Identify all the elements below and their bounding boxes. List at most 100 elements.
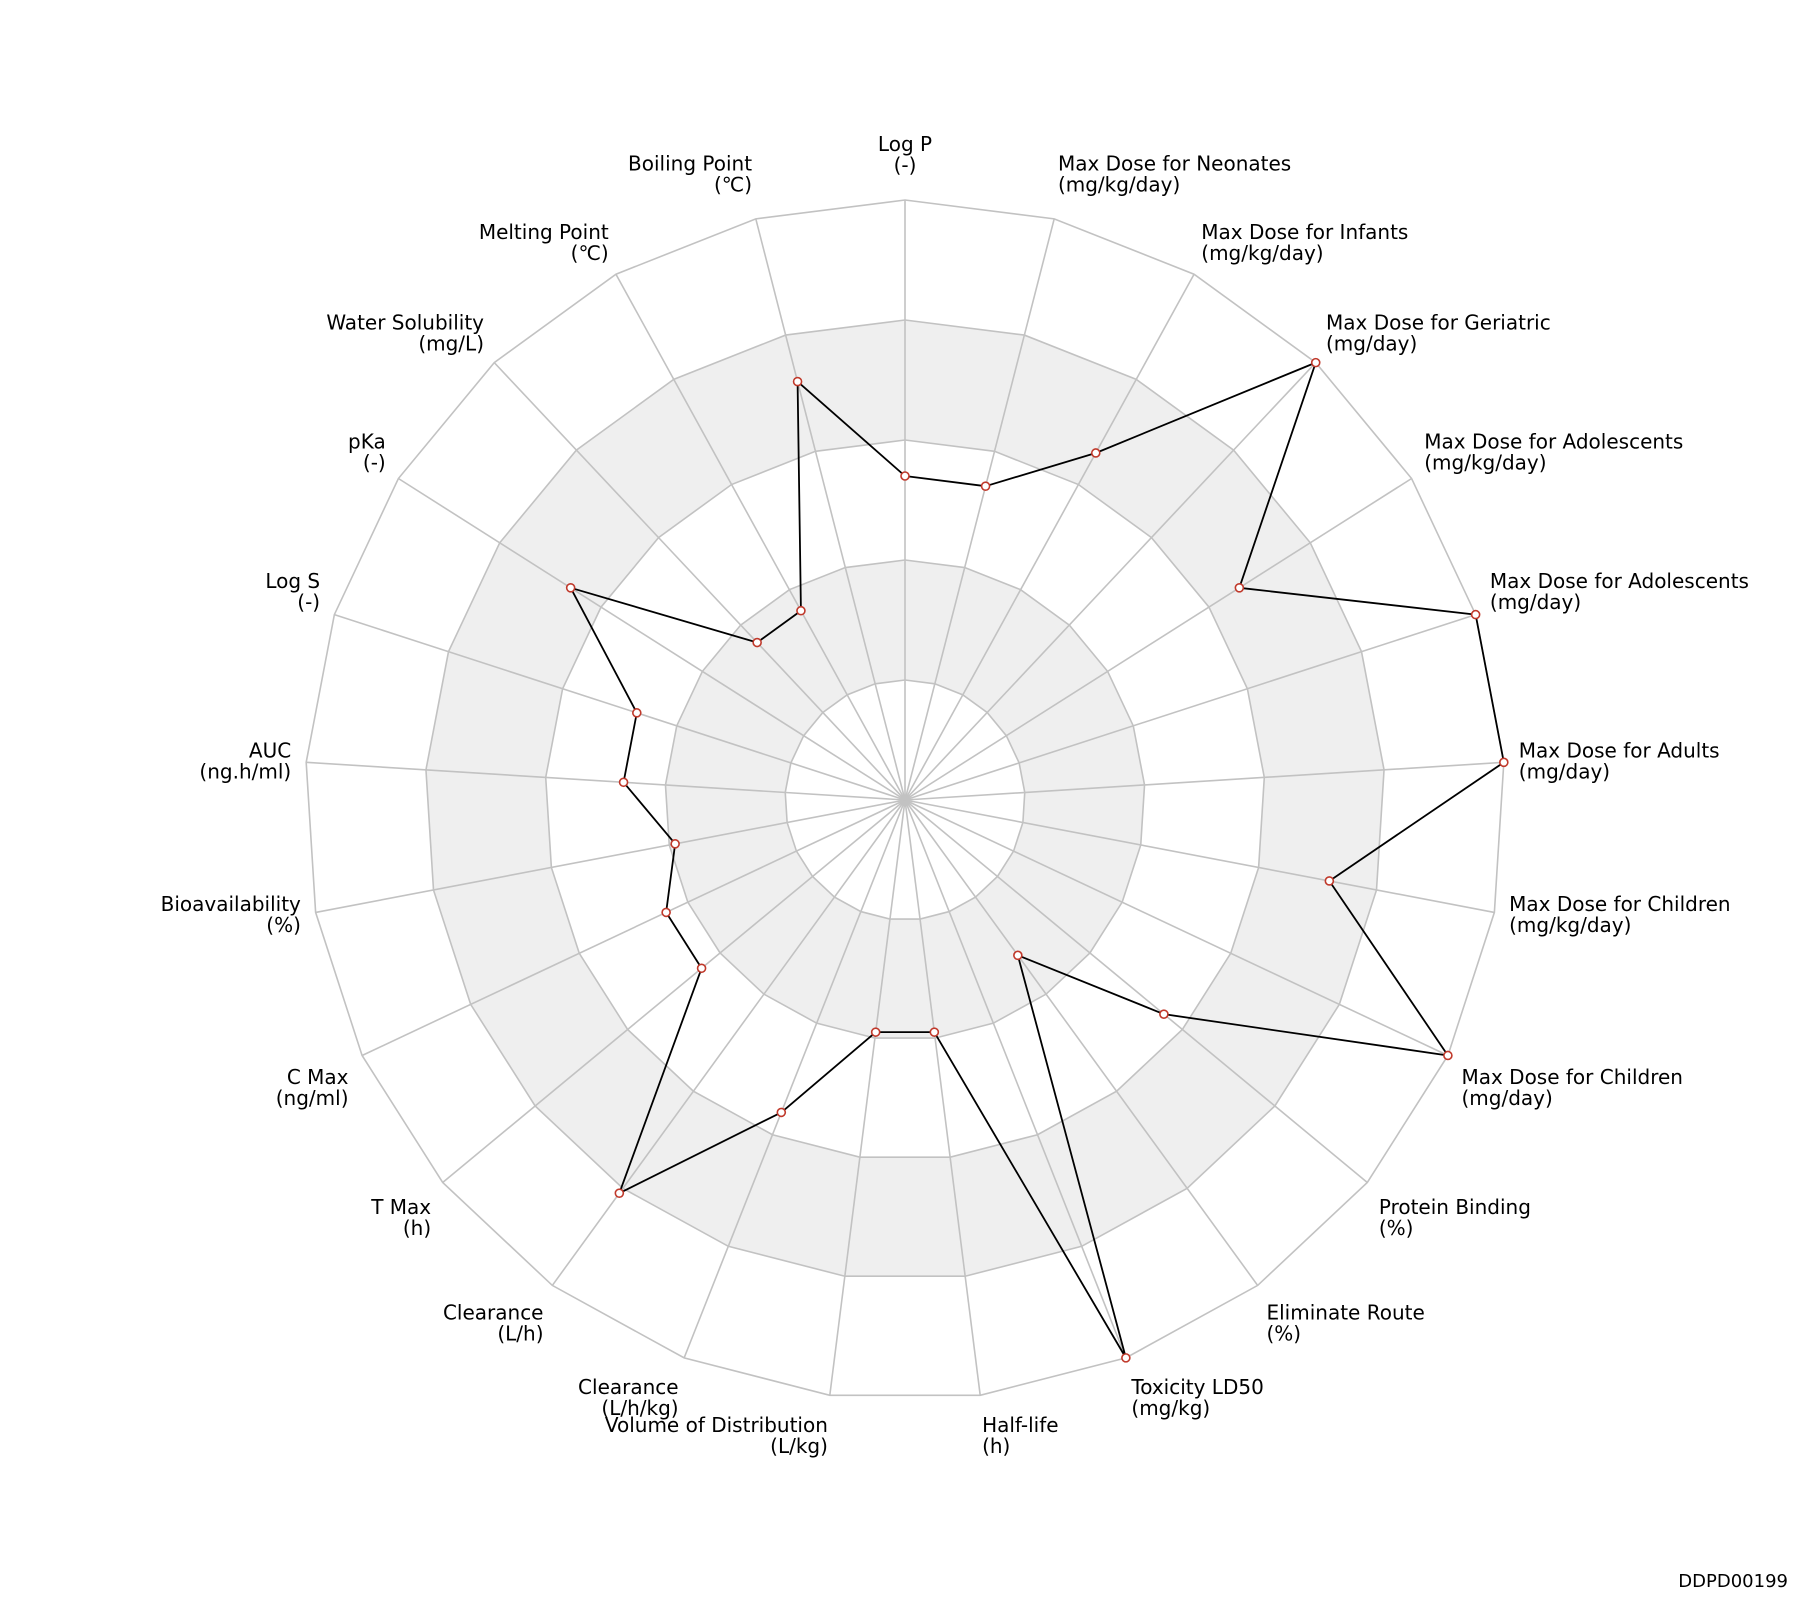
radar-spoke	[334, 613, 906, 801]
data-point	[1470, 609, 1481, 620]
axis-label-unit: (%)	[1266, 1322, 1301, 1346]
axis-label-name: Clearance	[578, 1375, 679, 1399]
axis-label-name: Water Solubility	[326, 311, 484, 335]
series-line	[569, 361, 1505, 1359]
radar-ring	[784, 679, 1026, 920]
axis-label-unit: (mg/kg)	[1131, 1396, 1210, 1420]
axis-label-name: Max Dose for Neonates	[1058, 151, 1291, 175]
data-point	[1443, 1050, 1453, 1061]
data-point	[1310, 357, 1321, 368]
axis-label-name: Protein Binding	[1379, 1195, 1531, 1219]
data-point	[1234, 583, 1245, 593]
radar-spoke	[829, 799, 906, 1396]
radar-spoke	[361, 799, 906, 1057]
axis-label-unit: (h)	[982, 1434, 1010, 1458]
axis-label-unit: (L/h/kg)	[601, 1396, 678, 1420]
data-point	[752, 637, 762, 648]
data-point	[900, 471, 910, 481]
axis-label: C Max (ng/ml)	[276, 1065, 349, 1110]
axis-label-unit: (-)	[363, 450, 386, 474]
radar-spoke	[904, 477, 1413, 801]
radar-spoke	[615, 273, 906, 801]
axis-label-unit: (-)	[297, 590, 320, 614]
data-point	[980, 481, 991, 491]
axis-label-name: Melting Point	[479, 220, 609, 244]
radar-spoke	[904, 218, 1055, 801]
axis-label-name: Volume of Distribution	[605, 1413, 828, 1437]
radar-spoke	[442, 799, 906, 1184]
radar-ring	[425, 319, 1385, 1278]
radar-spoke	[397, 477, 906, 801]
axis-label: Max Dose for Children (mg/kg/day)	[1509, 892, 1731, 937]
radar-spoke	[904, 799, 1495, 914]
radar-spoke	[904, 799, 1368, 1184]
data-point	[1159, 1009, 1169, 1019]
data-series	[565, 357, 1509, 1363]
axis-label-unit: (L/h)	[497, 1322, 543, 1346]
axis-labels: Log P (-) Max Dose for Neonates (mg/kg/day)…	[161, 132, 1749, 1458]
radar-ring	[305, 199, 1505, 1397]
radar-spoke	[904, 799, 981, 1396]
axis-label: Eliminate Route (%)	[1266, 1301, 1424, 1346]
axis-label-name: Max Dose for Adolescents	[1424, 429, 1683, 453]
axis-label-unit: (℃)	[714, 172, 752, 196]
axis-label-unit: (mg/kg/day)	[1058, 172, 1180, 196]
data-point	[696, 963, 707, 974]
axis-label-name: Eliminate Route	[1266, 1301, 1424, 1325]
axis-label-name: C Max	[287, 1065, 349, 1089]
radar-ring	[544, 439, 1266, 1158]
data-point	[929, 1027, 940, 1037]
radar-spoke	[904, 799, 1259, 1286]
axis-label: Max Dose for Adolescents (mg/day)	[1490, 569, 1749, 614]
radar-spoke	[683, 799, 906, 1359]
axis-label-name: pKa	[348, 429, 386, 453]
radar-spoke	[904, 613, 1476, 801]
data-point	[631, 708, 642, 718]
axis-label-name: Toxicity LD50	[1130, 1375, 1263, 1399]
data-point	[1499, 757, 1509, 768]
axis-label-unit: (h)	[403, 1216, 431, 1240]
axis-label-unit: (mg/kg/day)	[1424, 450, 1546, 474]
data-point	[670, 839, 680, 849]
radar-spoke	[755, 218, 906, 801]
data-point	[1090, 448, 1101, 458]
axis-label-unit: (mg/day)	[1326, 332, 1417, 356]
axis-label-name: Max Dose for Adults	[1519, 738, 1720, 762]
axis-label-name: Max Dose for Children	[1509, 892, 1731, 916]
axis-label-name: AUC	[249, 738, 291, 762]
data-point	[776, 1107, 787, 1118]
radar-spoke	[904, 799, 1449, 1057]
radar-spoke	[904, 799, 1127, 1359]
radar-rings	[305, 199, 1505, 1397]
axis-label: Toxicity LD50 (mg/kg)	[1130, 1375, 1263, 1420]
data-point	[870, 1027, 881, 1037]
radar-bands	[425, 320, 1385, 1277]
axis-label-name: Clearance	[443, 1301, 544, 1325]
axis-label-name: Boiling Point	[628, 151, 752, 175]
radar-spoke	[551, 799, 906, 1286]
data-point	[565, 583, 576, 593]
axis-label: AUC (ng.h/ml)	[199, 738, 291, 783]
axis-label-name: Log S	[265, 569, 320, 593]
axis-label: Half-life (h)	[982, 1413, 1058, 1458]
axis-label-unit: (℃)	[571, 241, 609, 265]
axis-label: Max Dose for Neonates (mg/kg/day)	[1058, 151, 1291, 196]
data-point	[614, 1188, 625, 1198]
radar-spokes	[306, 200, 1504, 1396]
axis-label: Volume of Distribution (L/kg)	[605, 1413, 828, 1458]
axis-label: Protein Binding (%)	[1379, 1195, 1531, 1240]
axis-label: Max Dose for Adults (mg/day)	[1519, 738, 1720, 783]
axis-label-unit: (ng/ml)	[276, 1086, 349, 1110]
axis-label: Clearance (L/h/kg)	[578, 1375, 679, 1420]
data-point	[792, 376, 803, 387]
axis-label-unit: (mg/day)	[1461, 1086, 1552, 1110]
radar-spoke	[904, 362, 1317, 801]
axis-label-unit: (mg/L)	[418, 332, 484, 356]
radar-spoke	[493, 362, 906, 801]
axis-label-name: T Max	[370, 1195, 431, 1219]
radar-spoke	[904, 273, 1195, 801]
axis-label: Log P (-)	[878, 132, 932, 177]
data-point	[1324, 876, 1335, 886]
data-point	[796, 605, 806, 616]
axis-label-name: Max Dose for Infants	[1201, 220, 1408, 244]
